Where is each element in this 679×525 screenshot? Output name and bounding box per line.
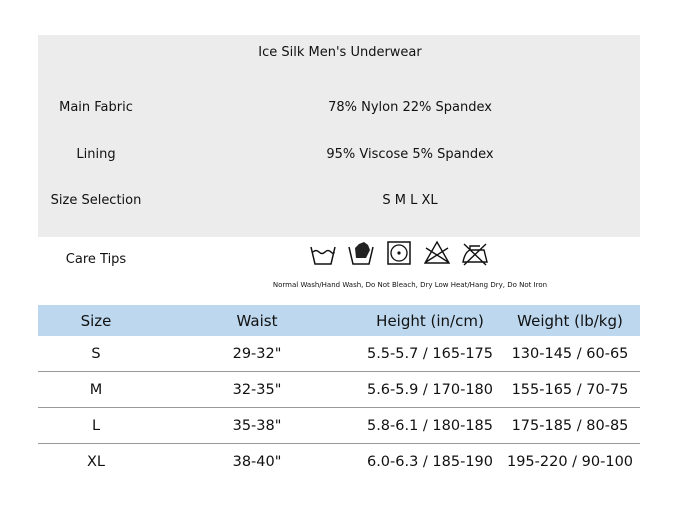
do-not-bleach-icon [423, 240, 451, 264]
cell: 32-35" [154, 371, 360, 408]
cell: 195-220 / 90-100 [500, 443, 640, 479]
table-row: M 32-35" 5.6-5.9 / 170-180 155-165 / 70-75 [38, 371, 640, 408]
spec-label: Lining [76, 147, 116, 162]
cell: XL [38, 443, 154, 479]
do-not-iron-icon [462, 243, 488, 266]
table-row: XL 38-40" 6.0-6.3 / 185-190 195-220 / 90-10… [38, 443, 640, 479]
size-chart-table: Size Waist Height (in/cm) Weight (lb/kg)… [38, 305, 640, 479]
care-icons [308, 238, 490, 268]
cell: M [38, 371, 154, 408]
spec-label: Main Fabric [59, 100, 133, 115]
header-size: Size [38, 305, 154, 336]
cell: S [91, 345, 101, 362]
hand-wash-icon [348, 242, 374, 265]
cell: 5.5-5.7 / 165-175 [366, 345, 494, 362]
cell: 5.8-6.1 / 180-185 [360, 407, 500, 444]
product-info-panel [38, 35, 640, 237]
spec-value: 78% Nylon 22% Spandex [328, 100, 492, 115]
cell: 35-38" [154, 407, 360, 444]
care-note: Normal Wash/Hand Wash, Do Not Bleach, Dr… [272, 281, 548, 289]
cell: 29-32" [232, 345, 282, 362]
spec-value: S M L XL [382, 193, 438, 208]
product-title: Ice Silk Men's Underwear [258, 45, 422, 60]
table-row: L 35-38" 5.8-6.1 / 180-185 175-185 / 80-85 [38, 407, 640, 444]
spec-label: Size Selection [50, 193, 142, 208]
cell: 130-145 / 60-65 [511, 345, 629, 362]
spec-value: 95% Viscose 5% Spandex [326, 147, 494, 162]
cell: 5.6-5.9 / 170-180 [360, 371, 500, 408]
cell: 6.0-6.3 / 185-190 [360, 443, 500, 479]
cell: L [38, 407, 154, 444]
cell: 155-165 / 70-75 [500, 371, 640, 408]
wash-tub-icon [310, 246, 336, 265]
header-waist: Waist [154, 305, 360, 336]
cell: 175-185 / 80-85 [500, 407, 640, 444]
tumble-dry-low-icon [387, 241, 411, 265]
cell: 38-40" [154, 443, 360, 479]
care-tips-label: Care Tips [65, 252, 127, 267]
header-height: Height (in/cm) [360, 305, 500, 336]
table-row: S 29-32" 5.5-5.7 / 165-175 130-145 / 60-65 [38, 336, 640, 372]
header-weight: Weight (lb/kg) [500, 305, 640, 336]
table-header-row: Size Waist Height (in/cm) Weight (lb/kg) [38, 305, 640, 336]
